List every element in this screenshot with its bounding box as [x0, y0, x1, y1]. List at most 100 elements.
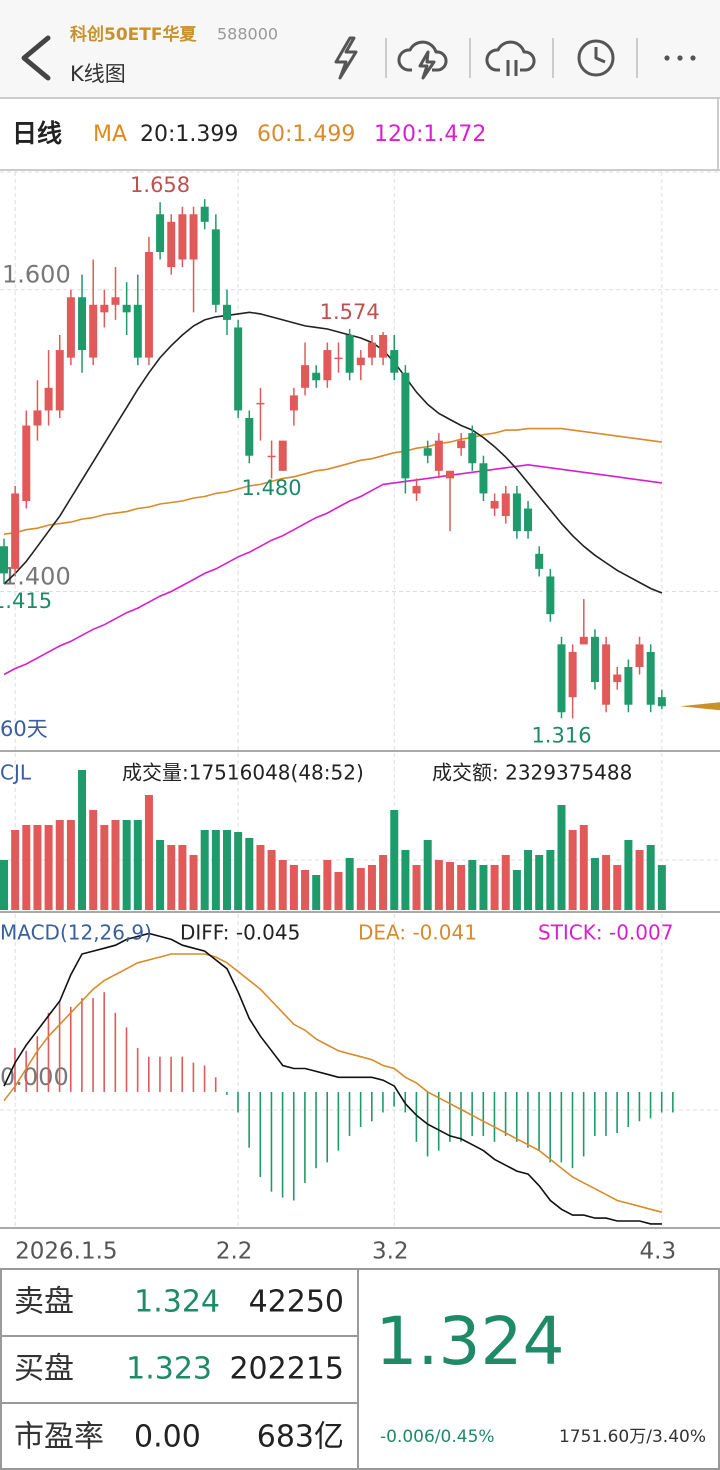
- candle-body: [390, 350, 399, 373]
- sell-volume: 42250: [249, 1285, 344, 1320]
- ma20-value: 20:1.399: [140, 122, 238, 147]
- volume-bar: [390, 810, 399, 910]
- volume-bar: [434, 860, 443, 910]
- volume-bar: [55, 820, 64, 910]
- volume-bar: [379, 855, 388, 910]
- candle-body: [579, 636, 588, 645]
- volume-bar: [200, 830, 209, 910]
- volume-bar: [546, 850, 555, 910]
- range-label: 60天: [0, 717, 48, 741]
- cloud-icon[interactable]: [397, 40, 448, 72]
- macd-title: MACD(12,26,9): [0, 921, 152, 945]
- volume-bar: [167, 845, 176, 910]
- volume-bar: [367, 865, 376, 910]
- candle-body: [535, 553, 544, 569]
- candle-body: [267, 455, 276, 458]
- candle-body: [211, 229, 220, 305]
- pe-label: 市盈率: [14, 1420, 104, 1455]
- volume-bar: [501, 855, 510, 910]
- volume-bar: [245, 838, 254, 910]
- ma120-value: 120:1.472: [374, 122, 486, 147]
- candle-body: [367, 342, 376, 358]
- fund-title: 科创50ETF华夏: [70, 24, 197, 45]
- volume-bar: [278, 860, 287, 910]
- volume-bar: [624, 840, 633, 910]
- candle-body: [501, 493, 510, 517]
- candle-body: [379, 334, 388, 358]
- candle-body: [457, 440, 466, 449]
- x-tick-label: 4.3: [640, 1239, 677, 1265]
- candle-body: [602, 644, 611, 705]
- candle-body: [89, 304, 98, 358]
- dea-label: DEA: -0.041: [358, 921, 477, 945]
- candle-body: [312, 372, 321, 381]
- diff-line: [3, 932, 662, 1225]
- page-subtitle: K线图: [70, 62, 126, 86]
- volume-bar: [412, 865, 421, 910]
- buy-volume: 202215: [229, 1352, 344, 1387]
- candle-body: [490, 500, 499, 509]
- candle-body: [546, 576, 555, 615]
- candle-body: [356, 357, 365, 366]
- volume-bar: [78, 770, 87, 910]
- x-tick-label: 2026.1.5: [15, 1239, 117, 1265]
- candle-body: [635, 644, 644, 667]
- volume-bar: [122, 820, 131, 910]
- volume-bar: [334, 872, 343, 910]
- candle-body: [156, 214, 165, 252]
- price-annotation: 1.316: [531, 723, 591, 747]
- volume-bar: [579, 825, 588, 910]
- candle-body: [22, 425, 31, 501]
- volume-bar: [211, 830, 220, 910]
- candle-body: [646, 651, 655, 705]
- volume-bar: [178, 845, 187, 910]
- candle-body: [401, 372, 410, 479]
- toolbar: [334, 36, 638, 80]
- volume-bar: [11, 830, 20, 910]
- volume-bar: [189, 855, 198, 910]
- buy-label: 买盘: [14, 1352, 74, 1387]
- candle-body: [657, 697, 666, 707]
- volume-bar: [100, 825, 109, 910]
- turnover: 1751.60万/3.40%: [559, 1427, 706, 1447]
- volume-bar: [423, 840, 432, 910]
- market-cap: 683亿: [257, 1420, 344, 1455]
- back-button[interactable]: [21, 35, 51, 81]
- candle-body: [234, 327, 243, 411]
- cloud-sync-icon[interactable]: [485, 40, 536, 76]
- y-tick-label: 0.000: [0, 1063, 69, 1091]
- volume-bar: [613, 865, 622, 910]
- candle-body: [245, 417, 254, 456]
- volume-bar: [535, 855, 544, 910]
- quote-bg: [0, 1268, 720, 1470]
- more-button[interactable]: [664, 55, 696, 61]
- price-annotation: 1.480: [242, 476, 302, 500]
- candle-body: [557, 644, 566, 713]
- candle-body: [278, 440, 287, 471]
- ma120-line: [3, 463, 663, 676]
- buy-price: 1.323: [126, 1352, 212, 1387]
- candle-body: [66, 297, 75, 358]
- candle-body: [323, 350, 332, 381]
- clock-icon[interactable]: [577, 39, 615, 77]
- ma-label: MA: [93, 122, 127, 147]
- volume-bar: [0, 860, 8, 910]
- candle-body: [434, 440, 443, 471]
- volume-bar: [446, 862, 454, 910]
- candle-body: [479, 463, 488, 494]
- flash-icon[interactable]: [334, 36, 358, 80]
- sell-price: 1.324: [134, 1285, 220, 1320]
- candle-body: [524, 508, 533, 532]
- candle-body: [178, 214, 187, 260]
- volume-bar: [557, 805, 566, 910]
- last-price: 1.324: [376, 1303, 565, 1380]
- volume-bar: [256, 845, 265, 910]
- header-bg: [0, 0, 720, 98]
- volume-bar: [345, 858, 354, 910]
- volume-bar: [234, 832, 243, 910]
- candle-body: [189, 214, 198, 260]
- volume-bar: [267, 850, 276, 910]
- period-label[interactable]: 日线: [12, 119, 62, 148]
